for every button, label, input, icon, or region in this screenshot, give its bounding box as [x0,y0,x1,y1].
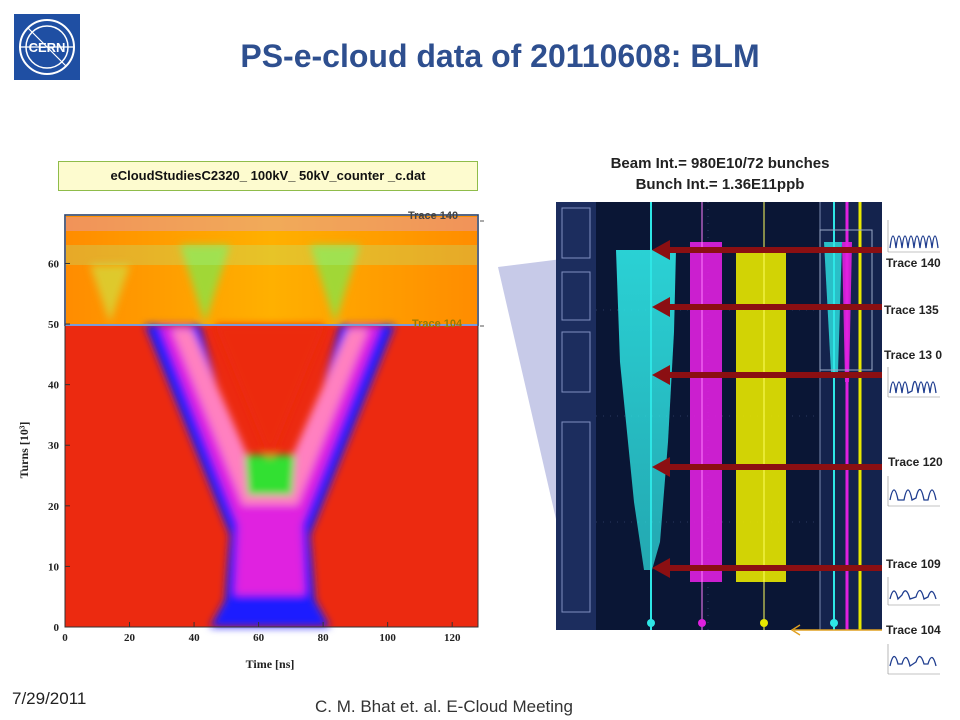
yellow-trace [736,252,786,582]
trace-label-140: Trace 140 [886,256,941,270]
heatmap-axes: 0 20 40 60 80 100 120 0 10 20 30 40 50 60 [48,214,479,644]
waveform-thumb-120 [886,474,942,508]
x-tick-label: 120 [444,632,461,644]
trace-label-109: Trace 109 [886,557,941,571]
bunch-intensity-text: Bunch Int.= 1.36E11ppb [635,176,805,193]
x-tick-label: 40 [189,632,201,644]
x-tick-label: 60 [253,632,265,644]
trace-top-label: Trace 140 [408,210,458,222]
y-tick-label: 0 [54,622,60,634]
x-tick-label: 0 [62,632,68,644]
waveform-thumb-104 [886,642,942,676]
slide-title: PS-e-cloud data of 20110608: BLM [240,38,760,74]
footer-author: C. M. Bhat et. al. E-Cloud Meeting [315,697,573,716]
trace-label-135: Trace 135 [884,303,939,317]
heatmap-plot-area [64,214,479,627]
y-tick-label: 30 [48,440,60,452]
y-tick-label: 60 [48,258,60,270]
heatmap-ylabel: Turns [10³] [17,422,31,479]
waveform-thumb-140 [886,218,942,254]
trace-bottom-label: Trace 104 [412,318,463,330]
x-tick-label: 100 [379,632,396,644]
file-label-box: eCloudStudiesC2320_ 100kV_ 50kV_counter … [58,161,478,191]
band-bracket [480,220,484,327]
x-tick-label: 80 [318,632,330,644]
beam-intensity-text: Beam Int.= 980E10/72 bunches [610,155,830,172]
trace-label-104: Trace 104 [886,623,941,637]
waveform-thumb-109 [886,575,942,607]
waveform-thumb-130 [886,365,942,399]
zoom-connector [498,258,570,580]
y-tick-label: 10 [48,561,60,573]
turns-time-heatmap: 0 20 40 60 80 100 120 0 10 20 30 40 50 60 Trace 140 T… [14,210,484,675]
cern-logo: CERN [14,14,80,80]
y-tick-label: 50 [48,319,60,331]
logo-text: CERN [29,40,66,55]
trace-label-120: Trace 120 [888,455,943,469]
trace-label-130: Trace 13 0 [884,348,943,362]
heatmap-xlabel: Time [ns] [246,657,295,671]
y-tick-label: 20 [48,501,60,513]
footer-date: 7/29/2011 [12,689,87,708]
y-tick-label: 40 [48,380,60,392]
heatmap-frame [64,214,479,628]
oscilloscope-capture [556,202,882,630]
orange-pointer [790,624,882,636]
magenta-trace [690,242,722,582]
trace-arrows [652,240,882,578]
cyan-trace [616,250,676,570]
x-tick-label: 20 [124,632,136,644]
